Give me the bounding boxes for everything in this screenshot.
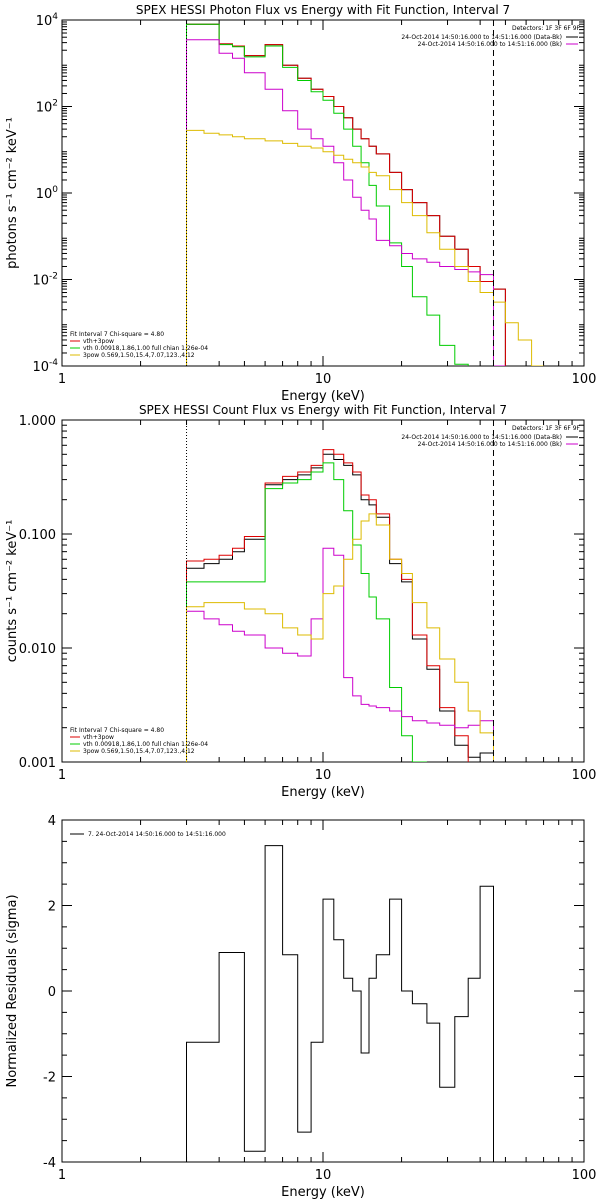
series-4-line bbox=[186, 547, 494, 762]
legend-entry: 24-Oct-2014 14:50:16.000 to 14:51:16.000… bbox=[401, 34, 562, 41]
series-4-line bbox=[186, 39, 506, 366]
chart-panel-1: SPEX HESSI Photon Flux vs Energy with Fi… bbox=[5, 3, 596, 404]
legend-entry: vth 0.00918,1.86,1.00 full chian 1.26e-0… bbox=[83, 741, 208, 748]
plot-area bbox=[186, 449, 494, 762]
series-2-line bbox=[186, 23, 506, 366]
legend-entry: 7. 24-Oct-2014 14:50:16.000 to 14:51:16.… bbox=[88, 831, 226, 838]
detectors-label: Detectors: 1F 3F 6F 9F bbox=[512, 25, 581, 32]
plot-area bbox=[186, 23, 544, 366]
y-tick-base: 10 bbox=[36, 187, 53, 202]
legend-entry: 3pow 0.569,1.50,15.4,7.07,123.,4.12 bbox=[83, 352, 195, 359]
detectors-label: Detectors: 1F 3F 6F 9F bbox=[512, 425, 581, 432]
x-axis-label: Energy (keV) bbox=[281, 1185, 365, 1200]
y-tick-base: 10 bbox=[36, 14, 53, 29]
legend-entry: vth+3pow bbox=[83, 734, 114, 741]
y-tick-exponent: 4 bbox=[52, 12, 58, 22]
x-tick-label: 100 bbox=[572, 768, 597, 783]
chart-panel-2: SPEX HESSI Count Flux vs Energy with Fit… bbox=[5, 403, 596, 800]
series-1-line bbox=[186, 845, 494, 1162]
x-tick-label: 100 bbox=[572, 1168, 597, 1183]
x-tick-label: 1 bbox=[58, 768, 66, 783]
fit-info: Fit Interval 7 Chi-square = 4.80 bbox=[70, 727, 164, 734]
series-3-line bbox=[186, 462, 427, 762]
y-tick-label: 10-4 bbox=[32, 358, 58, 375]
x-tick-label: 1 bbox=[58, 1168, 66, 1183]
x-tick-label: 10 bbox=[315, 372, 332, 387]
legend-entry: 3pow 0.569,1.50,15.4,7.07,123.,4.12 bbox=[83, 748, 195, 755]
x-tick-label: 1 bbox=[58, 372, 66, 387]
x-axis-label: Energy (keV) bbox=[281, 389, 365, 404]
legend-entry: 24-Oct-2014 14:50:16.000 to 14:51:16.000… bbox=[401, 434, 562, 441]
legend-entry: 24-Oct-2014 14:50:16.000 to 14:51:16.000… bbox=[418, 441, 562, 448]
y-tick-label: -4 bbox=[43, 1156, 56, 1171]
y-tick-label: 10-2 bbox=[32, 272, 58, 289]
y-tick-label: 4 bbox=[48, 814, 56, 829]
y-tick-label: 102 bbox=[36, 99, 58, 116]
x-axis-label: Energy (keV) bbox=[281, 785, 365, 800]
x-tick-label: 10 bbox=[315, 1168, 332, 1183]
y-tick-exponent: -2 bbox=[49, 272, 58, 282]
y-axis-label: counts s⁻¹ cm⁻² keV⁻¹ bbox=[5, 520, 20, 663]
y-tick-label: 104 bbox=[36, 12, 59, 29]
y-tick-base: 10 bbox=[32, 274, 49, 289]
fit-info: Fit Interval 7 Chi-square = 4.80 bbox=[70, 331, 164, 338]
y-tick-label: 0.010 bbox=[19, 642, 56, 657]
y-tick-label: 2 bbox=[48, 900, 56, 915]
x-tick-label: 10 bbox=[315, 768, 332, 783]
y-tick-label: 0 bbox=[48, 985, 56, 1000]
y-tick-exponent: 2 bbox=[52, 99, 58, 109]
y-axis-label: photons s⁻¹ cm⁻² keV⁻¹ bbox=[5, 117, 20, 269]
y-axis-label: Normalized Residuals (sigma) bbox=[5, 894, 20, 1087]
chart-panel-3: 1 10 100 Energy (keV) -4 -2 0 2 4 Normalized Resi… bbox=[5, 814, 596, 1200]
y-tick-label: 100 bbox=[36, 185, 59, 202]
chart-title: SPEX HESSI Count Flux vs Energy with Fit… bbox=[139, 403, 507, 417]
legend-entry: 24-Oct-2014 14:50:16.000 to 14:51:16.000… bbox=[418, 41, 562, 48]
series-3-line bbox=[186, 23, 494, 366]
series-2-line bbox=[186, 449, 469, 762]
chart-title: SPEX HESSI Photon Flux vs Energy with Fi… bbox=[136, 3, 510, 17]
series-1-line bbox=[186, 23, 506, 366]
y-tick-label: -2 bbox=[43, 1071, 56, 1086]
x-tick-label: 100 bbox=[572, 372, 597, 387]
plot-area bbox=[186, 845, 494, 1162]
y-tick-base: 10 bbox=[32, 360, 49, 375]
series-5-line bbox=[186, 513, 494, 762]
legend-entry: vth+3pow bbox=[83, 338, 114, 345]
y-tick-label: 0.001 bbox=[19, 756, 56, 771]
series-1-line bbox=[186, 453, 494, 762]
series-5-line bbox=[186, 129, 544, 366]
y-tick-base: 10 bbox=[36, 101, 53, 116]
y-tick-label: 1.000 bbox=[19, 414, 56, 429]
y-tick-label: 0.100 bbox=[19, 528, 56, 543]
y-tick-exponent: 0 bbox=[52, 185, 58, 195]
y-tick-exponent: -4 bbox=[49, 358, 58, 368]
legend-entry: vth 0.00918,1.86,1.00 full chian 1.26e-0… bbox=[83, 345, 208, 352]
